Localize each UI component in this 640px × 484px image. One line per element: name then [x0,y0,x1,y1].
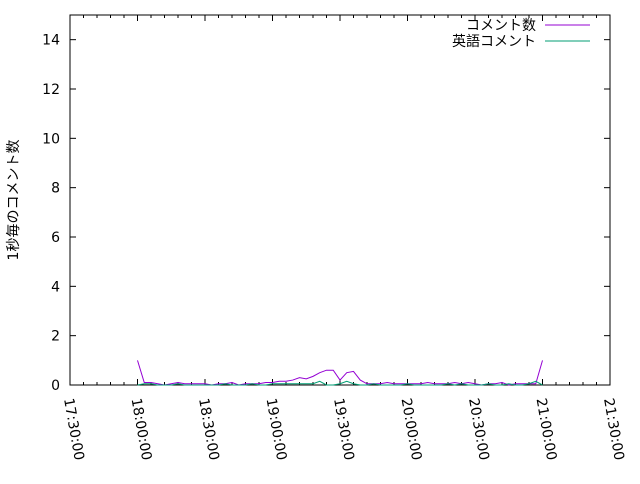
legend-label: 英語コメント [452,33,536,50]
y-tick-label: 12 [42,82,60,98]
y-tick-label: 4 [51,279,60,295]
x-tick-label: 21:30:00 [600,397,627,462]
x-tick-label: 19:30:00 [330,397,357,462]
x-tick-label: 18:00:00 [128,397,155,462]
series-line [137,360,543,386]
y-axis-label: 1秒毎のコメント数 [6,140,22,261]
y-tick-label: 6 [51,230,60,246]
x-tick-label: 20:00:00 [398,397,425,462]
series-group [137,360,543,386]
x-tick-label: 21:00:00 [533,397,560,462]
x-tick-label: 18:30:00 [195,397,222,462]
y-tick-label: 0 [51,378,60,394]
y-tick-label: 2 [51,329,60,345]
y-tick-label: 10 [42,131,60,147]
x-tick-label: 17:30:00 [60,397,87,462]
x-tick-label: 20:30:00 [465,397,492,462]
y-tick-label: 14 [42,33,60,49]
series-line [137,380,543,386]
plot-border [69,14,611,386]
y-tick-label: 8 [51,181,60,197]
x-tick-label: 19:00:00 [263,397,290,462]
legend-label: コメント数 [466,18,536,34]
axes: 0 2 4 6 8 10 12 14 17:30:00 18:00:00 18:30:00 19:00… [42,14,627,462]
